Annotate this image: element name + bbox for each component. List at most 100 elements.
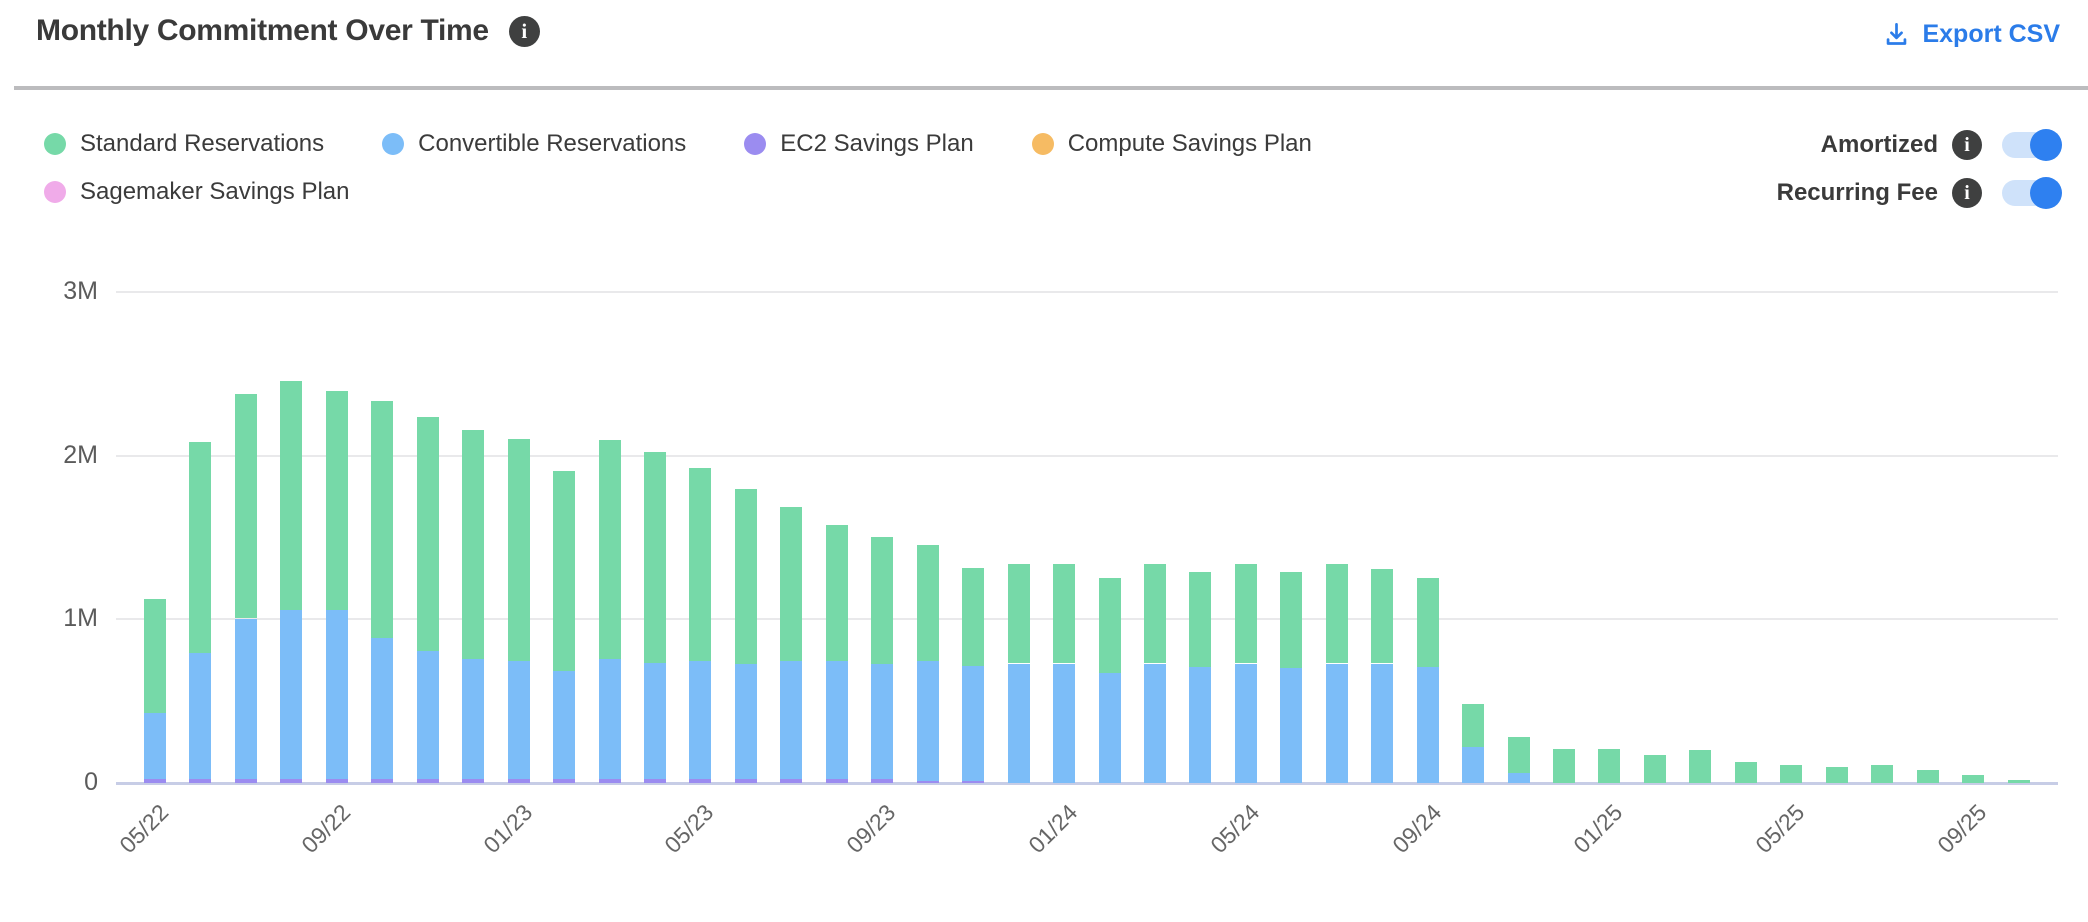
bar-stack[interactable] [644,0,666,783]
bar-stack[interactable] [1780,0,1803,783]
x-axis-tick-label: 09/22 [296,799,356,859]
bar-stack[interactable] [1371,0,1394,783]
bar-segment [189,652,212,779]
bar-stack[interactable] [1871,0,1894,783]
bar-stack[interactable] [553,0,575,783]
bar-segment [962,666,985,781]
bar-segment [780,661,803,779]
bar-stack[interactable] [1507,0,1530,783]
bar-stack[interactable] [189,0,212,783]
bar-stack[interactable] [416,0,439,783]
bar-stack[interactable] [1053,0,1075,783]
bar-stack[interactable] [1825,0,1848,783]
bar-segment [1280,668,1303,783]
legend-item[interactable]: Sagemaker Savings Plan [44,176,349,208]
bar-segment [1189,666,1212,783]
x-axis-tick-label: 09/23 [841,799,901,859]
bar-stack[interactable] [598,0,621,783]
legend-item[interactable]: Compute Savings Plan [1031,128,1312,160]
bar-segment [1098,673,1121,783]
bar-segment [871,778,894,783]
toggle-group: Amortized i Recurring Fee i [1777,128,2062,210]
bar-stack[interactable] [325,0,348,783]
bar-stack[interactable] [1098,0,1121,783]
export-csv-button[interactable]: Export CSV [1883,20,2060,49]
bar-stack[interactable] [1143,0,1166,783]
bar-segment [416,778,439,783]
bar-segment [962,567,985,666]
amortized-toggle[interactable] [2002,129,2062,161]
bar-segment [462,659,485,779]
bar-stack[interactable] [734,0,757,783]
bar-segment [1643,755,1666,783]
legend-item[interactable]: EC2 Savings Plan [744,128,974,160]
bar-stack[interactable] [780,0,803,783]
recurring-fee-info-icon[interactable]: i [1952,178,1982,208]
bar-segment [1053,663,1075,783]
bar-stack[interactable] [1734,0,1757,783]
bar-segment [189,778,212,783]
bar-segment [1007,563,1030,664]
recurring-fee-toggle[interactable] [2002,177,2062,209]
bar-segment [462,430,485,660]
bar-stack[interactable] [280,0,303,783]
amortized-info-icon[interactable]: i [1952,130,1982,160]
bar-stack[interactable] [1325,0,1348,783]
y-axis-tick-label: 0 [84,768,98,796]
bar-segment [1007,663,1030,783]
bar-segment [371,778,394,783]
bar-segment [234,778,257,783]
bar-stack[interactable] [871,0,894,783]
bar-stack[interactable] [1962,0,1984,783]
gridline [116,618,2058,621]
bar-stack[interactable] [1553,0,1575,783]
download-icon [1887,23,1907,45]
bar-stack[interactable] [962,0,985,783]
bar-segment [1916,769,1939,783]
legend-color-dot [44,181,66,203]
bar-stack[interactable] [234,0,257,783]
bar-segment [1780,765,1803,783]
bar-segment [280,381,303,611]
bar-segment [416,651,439,779]
legend-item[interactable]: Standard Reservations [44,128,324,160]
bar-stack[interactable] [2007,0,2030,783]
bar-stack[interactable] [689,0,712,783]
y-axis-tick-label: 3M [63,277,98,305]
bar-stack[interactable] [1598,0,1621,783]
bar-segment [916,661,939,781]
bar-stack[interactable] [507,0,530,783]
bar-stack[interactable] [462,0,485,783]
y-axis-tick-label: 2M [63,440,98,469]
bar-stack[interactable] [1416,0,1439,783]
bar-stack[interactable] [144,0,166,783]
legend-item[interactable]: Convertible Reservations [382,128,686,160]
bar-stack[interactable] [825,0,848,783]
bar-stack[interactable] [1916,0,1939,783]
bar-segment [734,664,757,779]
bar-stack[interactable] [1643,0,1666,783]
bar-segment [598,440,621,660]
bar-segment [325,610,348,779]
bar-stack[interactable] [1007,0,1030,783]
toggle-knob [2030,177,2062,209]
bar-stack[interactable] [1234,0,1257,783]
bar-stack[interactable] [1189,0,1212,783]
export-csv-label: Export CSV [1922,20,2060,48]
legend-color-dot [382,133,405,155]
bar-segment [1189,571,1212,667]
bar-segment [144,778,166,783]
bar-segment [871,664,894,779]
bar-segment [1507,737,1530,774]
bar-stack[interactable] [371,0,394,783]
bar-stack[interactable] [1462,0,1485,783]
bar-segment [1143,563,1166,664]
bar-stack[interactable] [1280,0,1303,783]
title-info-icon[interactable]: i [508,15,540,47]
legend-label: EC2 Savings Plan [780,130,974,157]
bar-stack[interactable] [916,0,939,783]
bar-segment [644,662,666,779]
bar-stack[interactable] [1689,0,1712,783]
panel-header: Monthly Commitment Over Time i [36,14,540,48]
bar-segment [598,659,621,779]
